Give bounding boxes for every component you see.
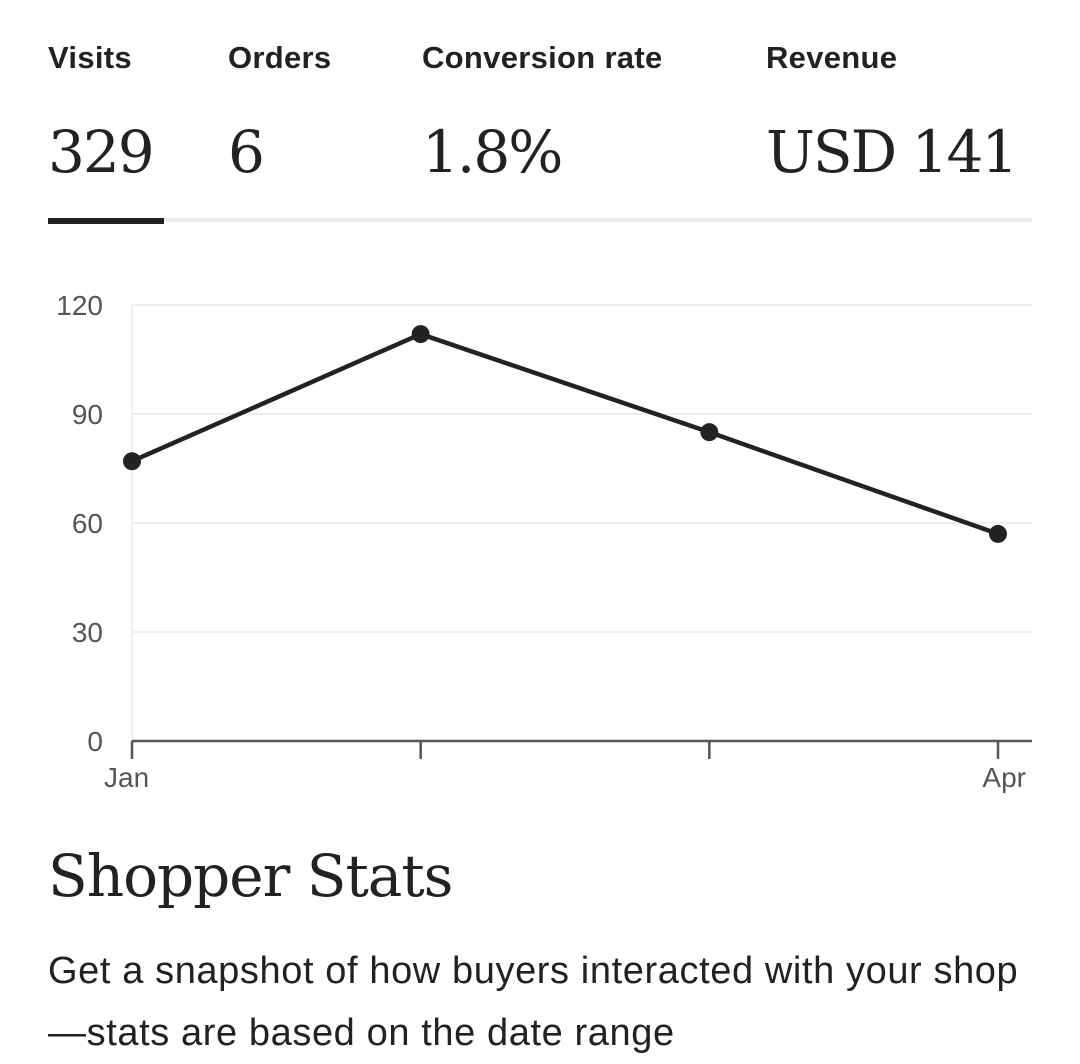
data-point[interactable] [411,325,430,344]
data-point[interactable] [989,524,1007,543]
metric-value: 1.8% [422,118,563,186]
metric-label: Conversion rate [422,40,663,75]
metric-label: Orders [228,40,332,75]
axes [131,305,1032,743]
tab-orders[interactable]: Orders 6 [228,0,398,222]
y-tick-label: 30 [72,617,103,648]
metric-value: 329 [48,118,155,186]
data-point[interactable] [123,452,141,471]
data-point[interactable] [700,423,719,442]
y-tick-label: 90 [72,399,103,430]
gridlines [132,304,1032,633]
active-tab-indicator [48,218,164,224]
tab-revenue[interactable]: Revenue USD 141 [766,0,1032,222]
visits-line-chart: 0 30 60 90 120 Jan Apr [56,290,1032,793]
x-tick-label: Apr [982,762,1026,793]
x-axis-ticks: Jan Apr [104,741,1026,793]
series [123,325,1007,543]
section-title: Shopper Stats [48,842,453,910]
tab-track [48,218,1032,222]
metric-tabs: Visits 329 Orders 6 Conversion rate 1.8%… [0,0,1080,230]
y-axis-ticks: 0 30 60 90 120 [56,290,103,757]
y-tick-label: 60 [72,508,103,539]
tab-conversion-rate[interactable]: Conversion rate 1.8% [422,0,732,222]
y-tick-label: 0 [87,726,103,757]
y-tick-label: 120 [56,290,103,321]
series-line [129,331,1001,537]
metric-label: Visits [48,40,132,75]
metric-value: 6 [228,118,265,186]
section-description: Get a snapshot of how buyers interacted … [48,950,1019,1054]
x-tick-label: Jan [104,762,149,793]
metric-value: USD 141 [766,118,1018,186]
metric-label: Revenue [766,40,898,75]
tab-visits[interactable]: Visits 329 [48,0,198,222]
